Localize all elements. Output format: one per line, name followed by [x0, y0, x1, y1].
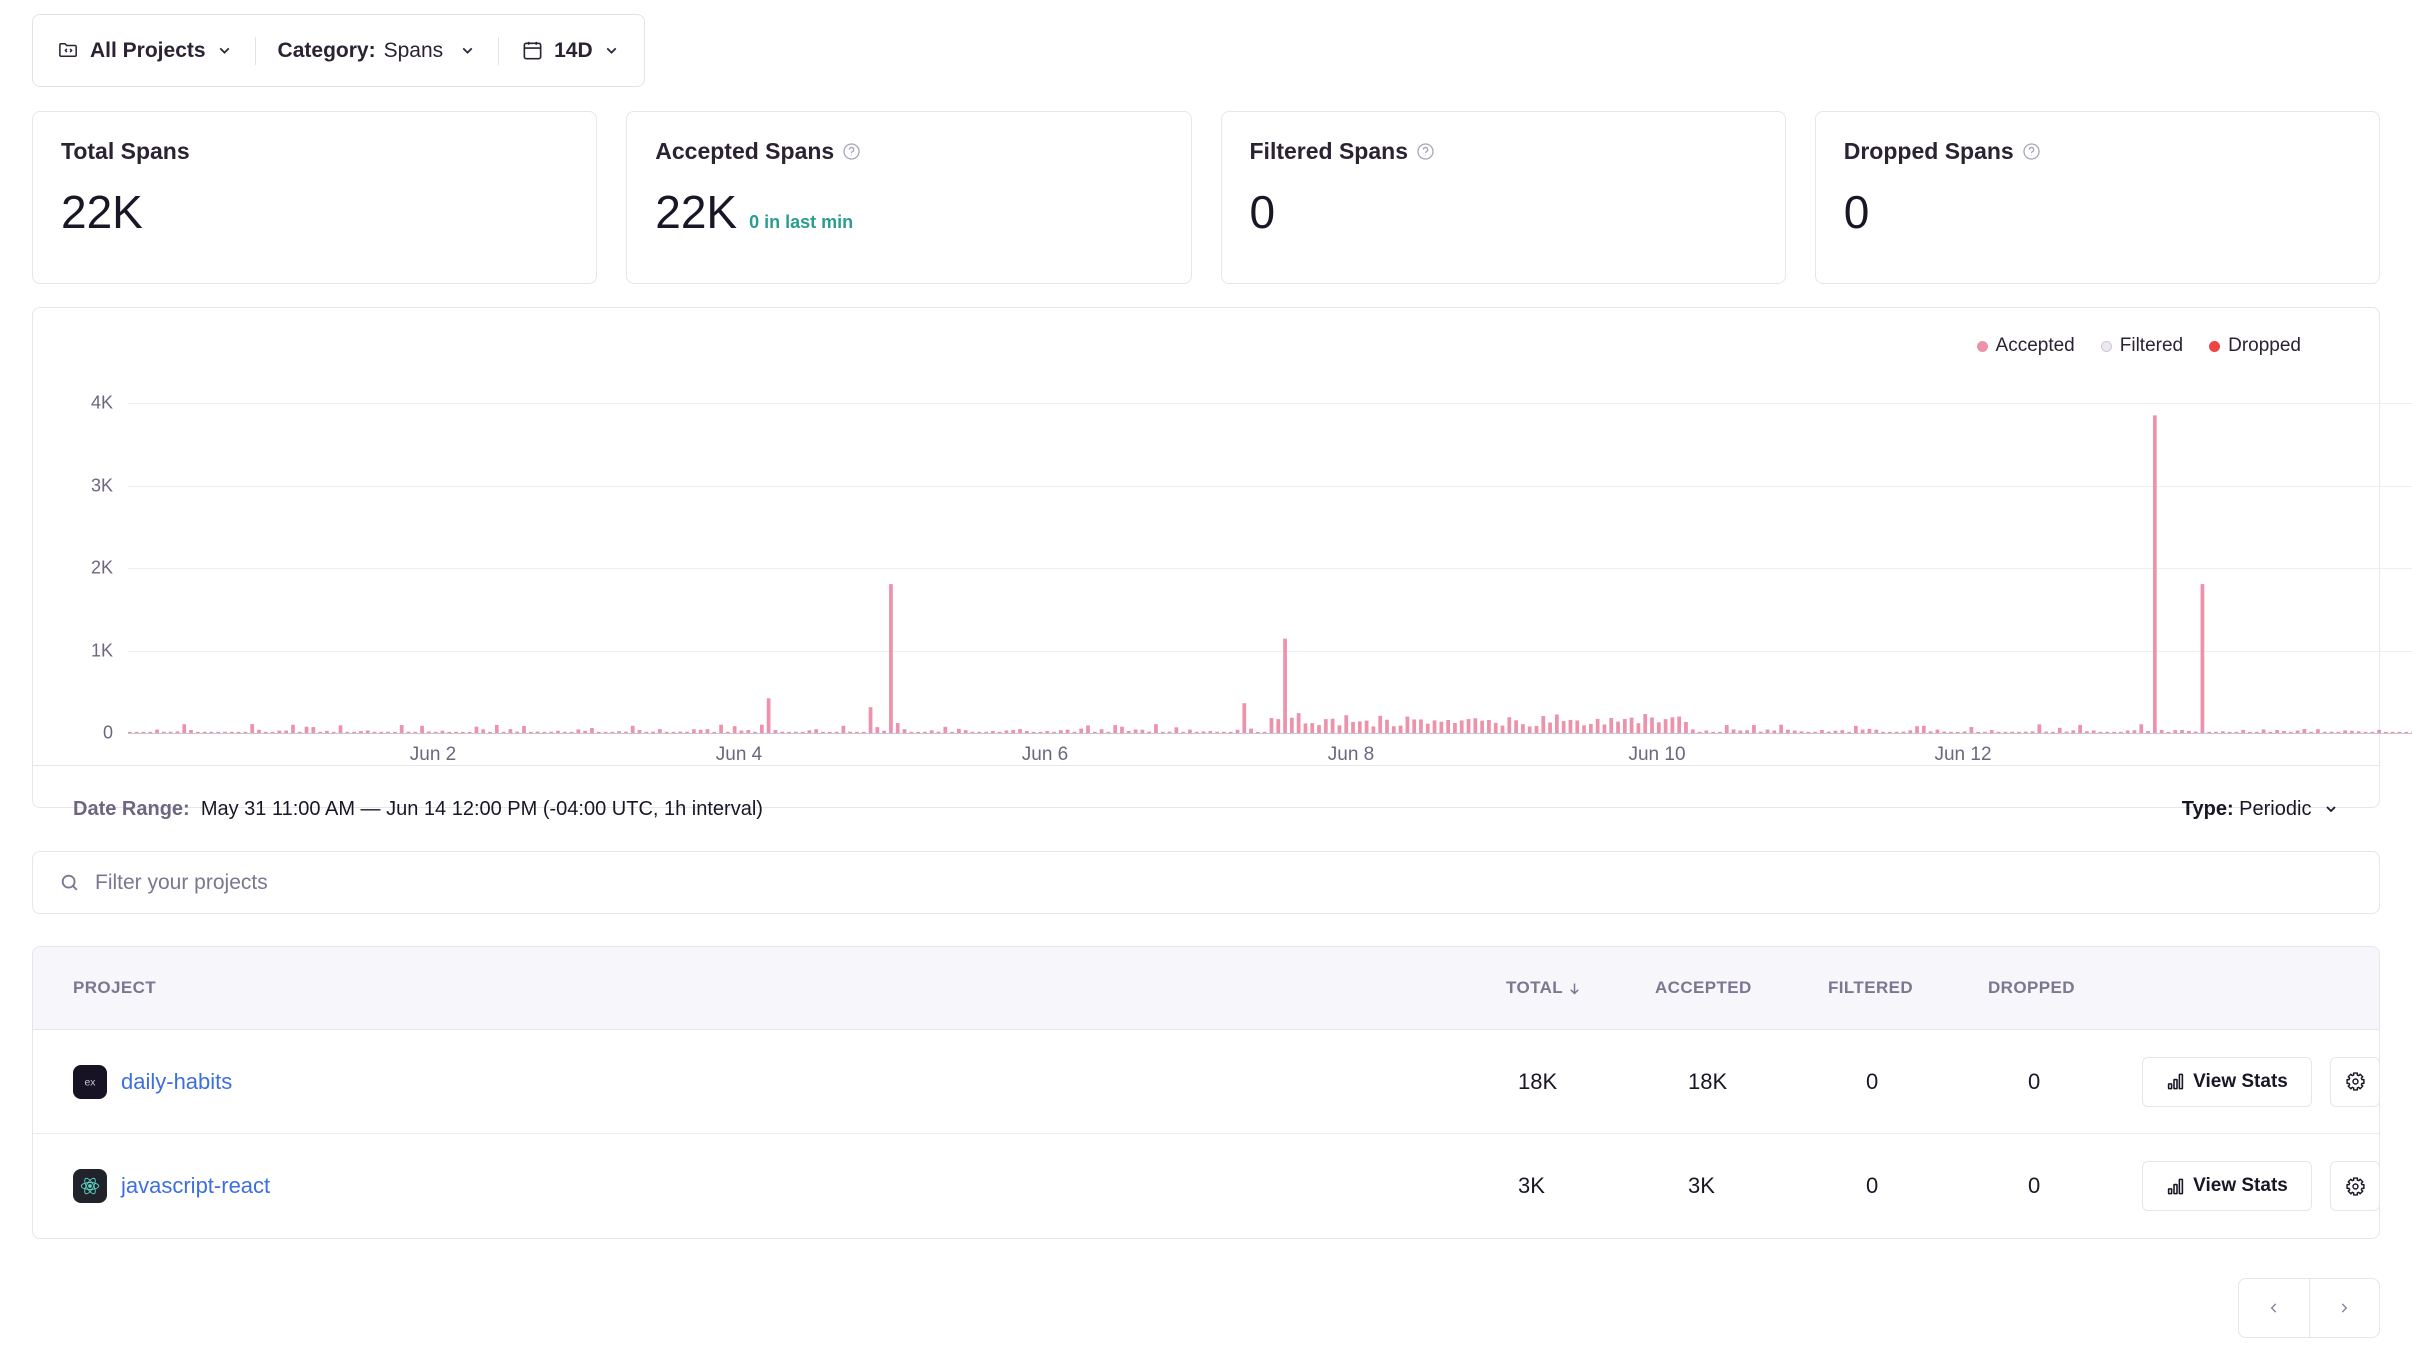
svg-text:ex: ex — [85, 1077, 97, 1088]
